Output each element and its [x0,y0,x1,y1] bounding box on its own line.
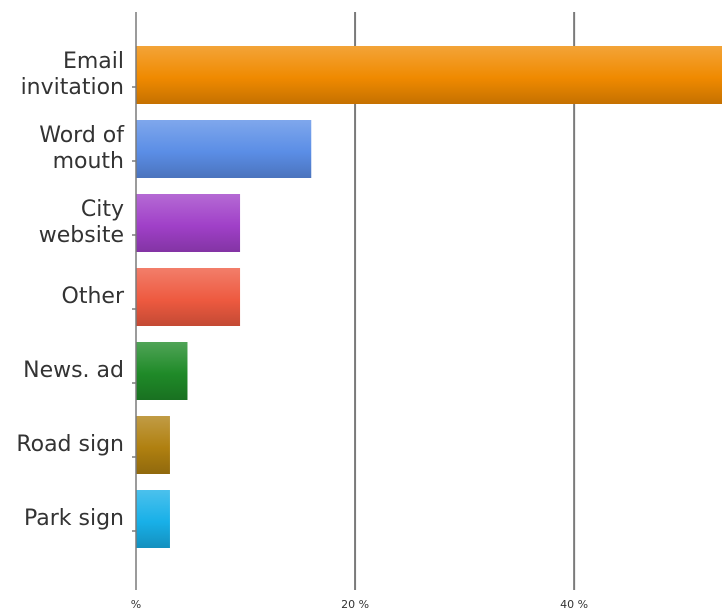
bars [136,46,722,548]
category-label: Road sign [16,432,124,457]
category-label: News. ad [23,358,124,383]
x-tick-labels: % 20 % 40 % [131,598,588,611]
bar [136,490,170,548]
category-label: Email invitation [21,49,124,100]
x-tick-label: 40 % [560,598,588,611]
x-tick-label: % [131,598,141,611]
category-label: Word of mouth [39,123,125,174]
bar [136,120,312,178]
y-axis [132,12,137,590]
bar [136,268,241,326]
x-tick-label: 20 % [341,598,369,611]
bar [136,194,241,252]
bar [136,416,170,474]
bar [136,46,722,104]
category-label: City website [39,197,124,248]
category-labels: Email invitation Word of mouth City website Ot… [16,49,125,531]
category-label: Other [62,284,125,309]
gridlines [354,12,576,590]
bar [136,342,188,400]
category-label: Park sign [24,506,124,531]
